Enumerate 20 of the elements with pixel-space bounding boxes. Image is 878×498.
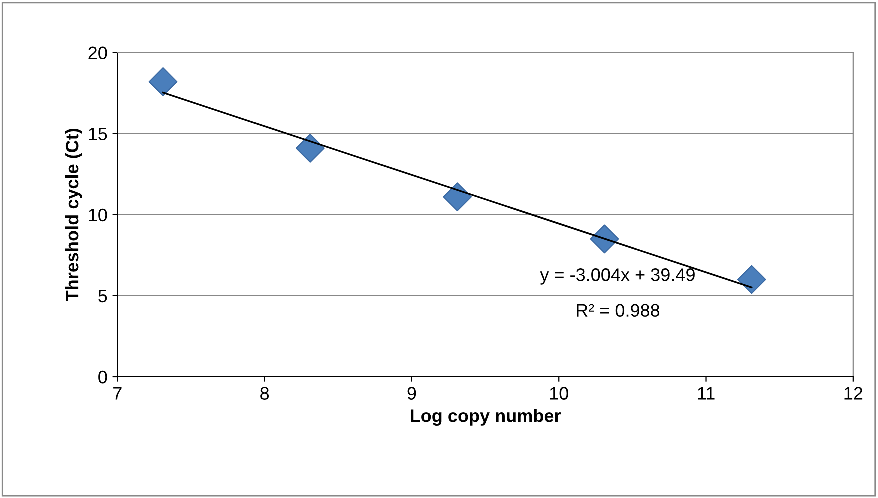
x-tick-label: 9 — [408, 387, 416, 400]
annotation: y = -3.004x + 39.49 — [540, 268, 695, 285]
x-tick-label: 12 — [844, 387, 863, 400]
point — [590, 224, 620, 254]
point — [296, 134, 325, 163]
x-tick-label: 10 — [550, 387, 568, 400]
annotation: R² = 0.988 — [577, 304, 660, 317]
x-tick-label: 7 — [114, 387, 122, 400]
point — [148, 68, 178, 96]
point — [443, 182, 472, 212]
y-tick-label: 5 — [98, 290, 108, 303]
y-tick-label: 0 — [98, 370, 108, 384]
y-tick-label: 20 — [88, 46, 108, 60]
x-axis-title: Log copy number — [411, 409, 561, 426]
x-tick-label: 8 — [260, 387, 270, 400]
y-axis-title: Threshold cycle (Ct) — [65, 128, 82, 302]
point — [737, 265, 766, 294]
x-tick-label: 11 — [698, 387, 715, 400]
y-tick-label: 10 — [89, 208, 108, 222]
y-tick-label: 15 — [89, 128, 108, 141]
